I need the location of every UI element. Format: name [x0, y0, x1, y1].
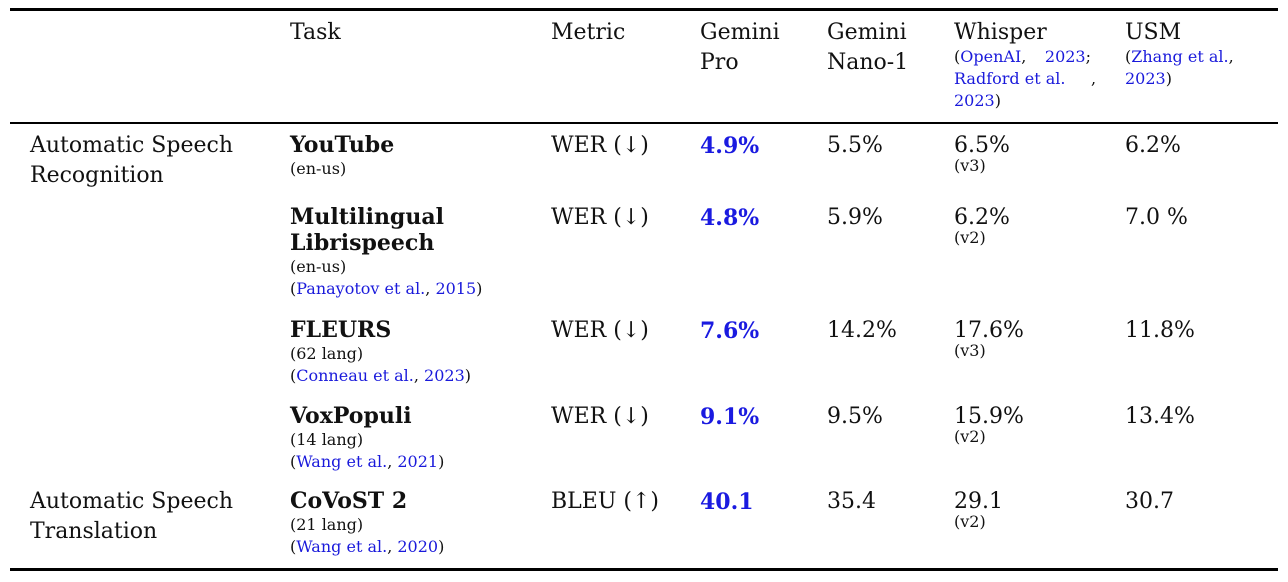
metric-cell: BLEU (↑) [551, 489, 659, 514]
header-gemini-nano: Gemini Nano-1 [827, 20, 909, 75]
task-youtube: YouTube (en-us) [290, 132, 395, 178]
category-asr: Automatic Speech Recognition [30, 133, 233, 188]
header-gemini-pro: Gemini Pro [700, 20, 780, 75]
top-rule [10, 8, 1278, 11]
zhang-year-link[interactable]: 2023 [1125, 69, 1166, 88]
usm-value: 30.7 [1125, 489, 1174, 514]
task-covost2: CoVoST 2 (21 lang) (Wang et al., 2020) [290, 488, 445, 556]
gemini-nano-value: 35.4 [827, 489, 876, 514]
gemini-pro-value: 4.9% [700, 133, 760, 159]
gemini-pro-value: 40.1 [700, 489, 754, 515]
gemini-pro-value: 9.1% [700, 404, 760, 430]
task-fleurs: FLEURS (62 lang) (Conneau et al., 2023) [290, 317, 471, 385]
gemini-pro-value: 7.6% [700, 318, 760, 344]
openai-year-link[interactable]: 2023 [1044, 47, 1086, 66]
usm-value: 11.8% [1125, 318, 1195, 343]
header-whisper: Whisper (OpenAI, 2023; Radford et al., 2… [954, 20, 1097, 110]
usm-value: 7.0 % [1125, 205, 1188, 230]
conneau-year-link[interactable]: 2023 [424, 366, 465, 385]
wang-2021-year-link[interactable]: 2021 [397, 452, 439, 471]
whisper-citation: (OpenAI, 2023; Radford et al., 2023) [954, 47, 1097, 110]
usm-value: 6.2% [1125, 133, 1181, 158]
metric-cell: WER (↓) [551, 133, 649, 158]
usm-citation: (Zhang et al., 2023) [1125, 47, 1234, 88]
task-multilingual-librispeech: Multilingual Librispeech (en-us) (Panayo… [290, 204, 483, 298]
gemini-nano-value: 5.9% [827, 205, 883, 230]
whisper-value: 6.2% (v2) [954, 205, 1010, 247]
task-voxpopuli: VoxPopuli (14 lang) (Wang et al., 2021) [290, 403, 445, 471]
panayotov-year-link[interactable]: 2015 [435, 279, 477, 298]
bottom-rule [10, 568, 1278, 571]
metric-cell: WER (↓) [551, 404, 649, 429]
panayotov-citation-link[interactable]: Panayotov et al. [296, 279, 426, 298]
openai-citation-link[interactable]: OpenAI [960, 47, 1022, 66]
wang-2020-citation-link[interactable]: Wang et al. [296, 537, 388, 556]
header-task: Task [290, 20, 341, 45]
whisper-value: 6.5% (v3) [954, 133, 1010, 175]
radford-citation-link[interactable]: Radford et al. [954, 69, 1066, 88]
metric-cell: WER (↓) [551, 205, 649, 230]
whisper-value: 17.6% (v3) [954, 318, 1024, 360]
zhang-citation-link[interactable]: Zhang et al. [1131, 47, 1229, 66]
whisper-value: 29.1 (v2) [954, 489, 1003, 531]
wang-2020-year-link[interactable]: 2020 [397, 537, 439, 556]
radford-year-link[interactable]: 2023 [954, 91, 995, 110]
gemini-nano-value: 14.2% [827, 318, 897, 343]
metric-cell: WER (↓) [551, 318, 649, 343]
gemini-nano-value: 5.5% [827, 133, 883, 158]
category-ast: Automatic Speech Translation [30, 489, 233, 544]
header-rule [10, 122, 1278, 124]
gemini-nano-value: 9.5% [827, 404, 883, 429]
gemini-pro-value: 4.8% [700, 205, 760, 231]
usm-value: 13.4% [1125, 404, 1195, 429]
header-usm: USM (Zhang et al., 2023) [1125, 18, 1261, 90]
conneau-citation-link[interactable]: Conneau et al. [296, 366, 414, 385]
header-metric: Metric [551, 20, 626, 45]
wang-2021-citation-link[interactable]: Wang et al. [296, 452, 388, 471]
whisper-value: 15.9% (v2) [954, 404, 1024, 446]
